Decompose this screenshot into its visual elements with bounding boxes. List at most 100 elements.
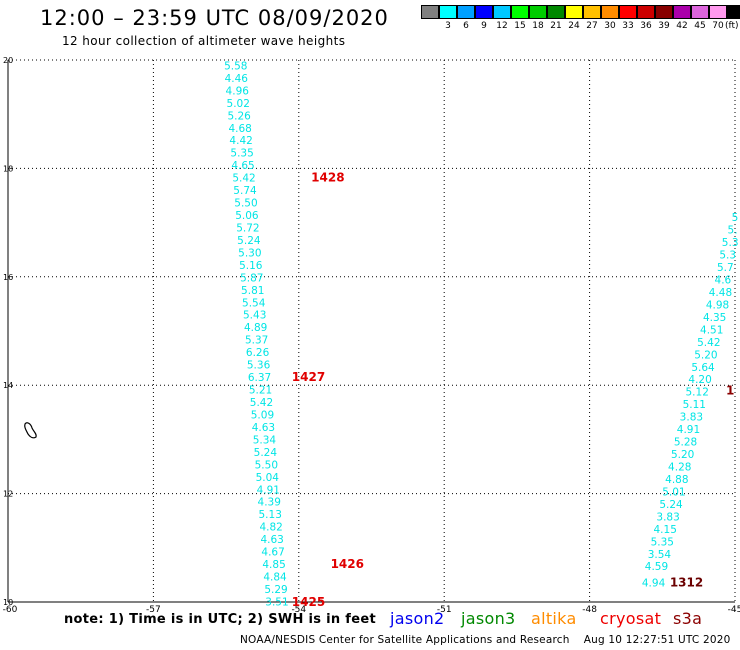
pass-time-label: 1312: [670, 575, 703, 589]
scale-swatch: [547, 5, 565, 19]
wave-height-value: 4.15: [654, 524, 677, 536]
wave-height-value: 5.58: [224, 60, 247, 72]
satellite-jason2: jason2: [390, 609, 445, 628]
wave-height-value: 5.13: [259, 509, 282, 521]
scale-swatch: [475, 5, 493, 19]
wave-height-value: 4.63: [260, 534, 283, 546]
scale-label: 6: [463, 21, 469, 31]
wave-height-value: 4.98: [706, 299, 729, 311]
wave-height-value: 5.24: [659, 499, 683, 511]
wave-height-value: 4.63: [252, 422, 275, 434]
footer: NOAA/NESDIS Center for Satellite Applica…: [240, 634, 730, 646]
y-tick-label: 10: [3, 598, 13, 607]
satellite-cryosat: cryosat: [600, 609, 662, 628]
wave-height-value: 4.6: [715, 275, 732, 287]
scale-label: 21: [550, 21, 562, 31]
y-tick-label: 16: [3, 273, 13, 282]
x-tick-label: -57: [146, 605, 161, 615]
scale-label: 33: [622, 21, 634, 31]
scale-label: 9: [481, 21, 487, 31]
pass-time-label: 1: [726, 384, 734, 398]
wave-height-value: 5.20: [694, 349, 717, 361]
wave-height-value: 5.12: [686, 387, 709, 399]
wave-height-value: 4.67: [261, 547, 284, 559]
wave-height-value: 4.39: [258, 497, 281, 509]
wave-height-value: 4.20: [688, 374, 711, 386]
y-tick-label: 18: [3, 164, 13, 173]
pass-time-label: 1428: [311, 171, 344, 185]
wave-height-value: 3.83: [680, 412, 703, 424]
wave-height-value: 5.02: [227, 98, 250, 110]
pass-time-label: 1426: [331, 557, 364, 571]
satellite-s3a: s3a: [673, 609, 703, 628]
scale-label: 27: [586, 21, 598, 31]
scale-swatch: [655, 5, 673, 19]
scale-label: 70: [712, 21, 724, 31]
scale-swatch: [583, 5, 601, 19]
wave-height-value: 5.24: [254, 447, 278, 459]
wave-height-value: 5.7: [717, 262, 734, 274]
x-tick-label: -51: [437, 605, 452, 615]
wave-height-value: 4.59: [645, 561, 668, 573]
wave-height-value: 4.91: [677, 424, 700, 436]
chart-subtitle: 12 hour collection of altimeter wave hei…: [62, 34, 346, 48]
wave-height-value: 5.35: [230, 148, 253, 160]
scale-label: 12: [496, 21, 508, 31]
wave-height-value: 4.51: [700, 324, 723, 336]
wave-height-value: 5.64: [691, 362, 715, 374]
wave-height-value: 5.21: [249, 385, 272, 397]
x-tick-label: -48: [582, 605, 597, 615]
scale-swatch: [511, 5, 529, 19]
wave-height-value: 4.91: [257, 484, 280, 496]
scale-swatch: [691, 5, 709, 19]
wave-height-value: 4.82: [259, 522, 282, 534]
wave-height-value: 5.28: [674, 437, 697, 449]
wave-height-value: 5.37: [245, 335, 268, 347]
scale-label: 24: [568, 21, 580, 31]
wave-height-value: 6.37: [248, 372, 271, 384]
wave-height-value: 5.30: [238, 247, 261, 259]
wave-height-value: 4.85: [262, 559, 285, 571]
wave-height-value: 5.16: [239, 260, 263, 272]
wave-height-value: 4.48: [709, 287, 732, 299]
wave-height-value: 5.50: [234, 198, 257, 210]
scale-swatch: [493, 5, 511, 19]
units-note: note: 1) Time is in UTC; 2) SWH is in fe…: [64, 612, 376, 627]
wave-height-value: 5: [732, 212, 739, 224]
footer-timestamp: Aug 10 12:27:51 UTC 2020: [583, 634, 731, 646]
scale-swatch: [673, 5, 691, 19]
wave-height-value: 5.04: [256, 472, 280, 484]
footer-credit: NOAA/NESDIS Center for Satellite Applica…: [240, 634, 570, 646]
wave-height-value: 5.43: [243, 310, 266, 322]
scale-label: 18: [532, 21, 544, 31]
scale-label: 45: [694, 21, 706, 31]
wave-height-value: 5.: [728, 225, 738, 237]
wave-height-value: 5.74: [233, 185, 257, 197]
wave-height-value: 4.84: [263, 572, 287, 584]
wave-height-value: 5.42: [250, 397, 273, 409]
scale-swatch: [421, 5, 439, 19]
scale-unit: (ft): [725, 21, 739, 31]
wave-height-value: 5.87: [240, 272, 263, 284]
scale-swatch: [727, 5, 740, 19]
wave-height-value: 5.3: [719, 250, 736, 262]
scale-swatch: [439, 5, 457, 19]
wave-height-value: 5.36: [247, 360, 271, 372]
x-tick-label: -54: [291, 605, 306, 615]
wave-height-value: 5.35: [651, 536, 674, 548]
wave-height-value: 5.34: [253, 434, 277, 446]
wave-height-value: 3.83: [656, 511, 679, 523]
scale-label: 42: [676, 21, 688, 31]
scale-label: 36: [640, 21, 652, 31]
chart-title: 12:00 – 23:59 UTC 08/09/2020: [40, 6, 389, 30]
wave-height-value: 4.96: [226, 85, 250, 97]
scale-label: 15: [514, 21, 526, 31]
scale-swatch: [709, 5, 727, 19]
scale-swatch: [601, 5, 619, 19]
satellite-altika: altika: [531, 609, 577, 628]
scale-label: 30: [604, 21, 616, 31]
scale-swatch: [619, 5, 637, 19]
scale-swatch: [457, 5, 475, 19]
wave-height-value: 4.89: [244, 322, 267, 334]
